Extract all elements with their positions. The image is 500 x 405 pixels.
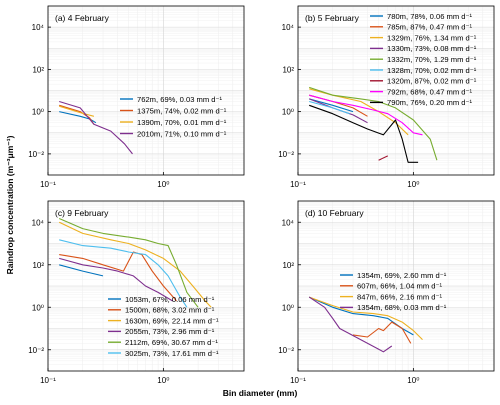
series-group bbox=[309, 86, 438, 163]
legend-label: 1500m, 68%, 3.02 mm d⁻¹ bbox=[125, 306, 215, 315]
series-line bbox=[309, 104, 419, 163]
panel-title: (d) 10 February bbox=[305, 208, 364, 218]
x-tick-label: 10⁻¹ bbox=[40, 376, 56, 385]
series-line bbox=[309, 100, 350, 115]
y-tick-label: 10² bbox=[32, 261, 44, 270]
y-tick-label: 10⁻² bbox=[278, 346, 294, 355]
legend-label: 1053m, 67%, 0.06 mm d⁻¹ bbox=[125, 295, 215, 304]
series-line bbox=[59, 251, 177, 302]
y-axis-label: Raindrop concentration (m⁻³μm⁻¹) bbox=[5, 135, 15, 274]
panel-1: 10⁻¹ 10⁰ 10⁻² 10⁰ 10² 10⁴ (a) 4 February 762m, … bbox=[28, 5, 245, 189]
series-line bbox=[59, 111, 97, 124]
legend: 1354m, 69%, 2.60 mm d⁻¹ 607m, 66%, 1.04 m… bbox=[340, 271, 447, 312]
y-tick-label: 10⁰ bbox=[32, 108, 44, 117]
y-tick-label: 10⁴ bbox=[32, 218, 45, 227]
y-tick-label: 10² bbox=[282, 65, 294, 74]
y-tick-label: 10² bbox=[282, 261, 294, 270]
series-line bbox=[59, 239, 188, 308]
series-line bbox=[309, 94, 423, 136]
legend-label: 1330m, 73%, 0.08 mm d⁻¹ bbox=[387, 44, 477, 53]
panel-4: 10⁻¹ 10⁰ 10⁻² 10⁰ 10² 10⁴ (d) 10 February 1354m… bbox=[278, 200, 495, 385]
y-tick-label: 10⁻² bbox=[278, 150, 294, 159]
legend-label: 607m, 66%, 1.04 mm d⁻¹ bbox=[357, 282, 443, 291]
series-line bbox=[59, 105, 95, 117]
series-line bbox=[308, 296, 393, 353]
series-line bbox=[59, 257, 173, 302]
y-tick-label: 10⁴ bbox=[282, 23, 295, 32]
legend: 762m, 69%, 0.03 mm d⁻¹ 1375m, 74%, 0.02 m… bbox=[120, 95, 227, 138]
x-tick-label: 10⁻¹ bbox=[40, 180, 56, 189]
legend-label: 2112m, 69%, 30.67 mm d⁻¹ bbox=[125, 338, 218, 347]
y-tick-label: 10⁰ bbox=[32, 303, 44, 312]
series-line bbox=[58, 221, 212, 308]
legend-label: 1320m, 87%, 0.02 mm d⁻¹ bbox=[387, 77, 477, 86]
series-line bbox=[59, 264, 104, 277]
series-line bbox=[378, 155, 389, 161]
series-line bbox=[309, 86, 438, 161]
legend-label: 847m, 66%, 2.16 mm d⁻¹ bbox=[357, 292, 443, 301]
y-tick-label: 10² bbox=[32, 65, 44, 74]
panel-title: (b) 5 February bbox=[305, 13, 360, 23]
legend-label: 1354m, 69%, 2.60 mm d⁻¹ bbox=[357, 271, 447, 280]
legend-label: 762m, 69%, 0.03 mm d⁻¹ bbox=[137, 95, 223, 104]
series-line bbox=[58, 217, 199, 308]
y-tick-label: 10⁴ bbox=[32, 23, 45, 32]
x-tick-label: 10⁰ bbox=[157, 376, 169, 385]
series-line bbox=[309, 296, 423, 340]
legend-label: 3025m, 73%, 17.61 mm d⁻¹ bbox=[125, 349, 219, 358]
x-tick-label: 10⁰ bbox=[407, 180, 419, 189]
panel-title: (a) 4 February bbox=[55, 13, 110, 23]
axes-frame bbox=[297, 5, 495, 176]
series-line bbox=[59, 100, 133, 155]
series-group bbox=[59, 100, 133, 155]
series-group bbox=[308, 296, 423, 353]
y-tick-label: 10⁰ bbox=[282, 303, 294, 312]
legend-label: 2010m, 71%, 0.10 mm d⁻¹ bbox=[137, 129, 227, 138]
axes-frame bbox=[297, 200, 495, 372]
legend-label: 1390m, 70%, 0.01 mm d⁻¹ bbox=[137, 118, 227, 127]
legend-label: 1354m, 68%, 0.03 mm d⁻¹ bbox=[357, 303, 447, 312]
x-tick-label: 10⁻¹ bbox=[290, 180, 306, 189]
legend-label: 1328m, 70%, 0.02 mm d⁻¹ bbox=[387, 66, 477, 75]
x-tick-label: 10⁰ bbox=[157, 180, 169, 189]
x-axis-label: Bin diameter (mm) bbox=[223, 388, 298, 398]
legend-label: 1375m, 74%, 0.02 mm d⁻¹ bbox=[137, 106, 227, 115]
legend-label: 785m, 87%, 0.47 mm d⁻¹ bbox=[387, 23, 473, 32]
legend-label: 1630m, 69%, 22.14 mm d⁻¹ bbox=[125, 316, 219, 325]
legend-label: 780m, 78%, 0.06 mm d⁻¹ bbox=[387, 12, 473, 21]
panel-2: 10⁻¹ 10⁰ 10⁻² 10⁰ 10² 10⁴ (b) 5 February 780m, … bbox=[278, 5, 495, 189]
series-line bbox=[352, 321, 412, 344]
panel-title: (c) 9 February bbox=[55, 208, 109, 218]
legend: 1053m, 67%, 0.06 mm d⁻¹ 1500m, 68%, 3.02 … bbox=[108, 295, 219, 358]
y-tick-label: 10⁻² bbox=[28, 150, 44, 159]
y-tick-label: 10⁴ bbox=[282, 218, 295, 227]
legend: 780m, 78%, 0.06 mm d⁻¹ 785m, 87%, 0.47 mm… bbox=[370, 12, 477, 107]
legend-label: 1329m, 76%, 1.34 mm d⁻¹ bbox=[387, 33, 477, 42]
panel-3: 10⁻¹ 10⁰ 10⁻² 10⁰ 10² 10⁴ (c) 9 February 1053m,… bbox=[28, 200, 245, 385]
y-tick-label: 10⁰ bbox=[282, 108, 294, 117]
axes-frame bbox=[47, 200, 245, 372]
x-tick-label: 10⁰ bbox=[407, 376, 419, 385]
y-tick-label: 10⁻² bbox=[28, 346, 44, 355]
legend-label: 1332m, 70%, 1.29 mm d⁻¹ bbox=[387, 55, 477, 64]
axes-frame bbox=[47, 5, 245, 176]
legend-label: 792m, 68%, 0.47 mm d⁻¹ bbox=[387, 87, 473, 96]
series-group bbox=[58, 217, 212, 308]
x-tick-label: 10⁻¹ bbox=[290, 376, 306, 385]
legend-label: 2055m, 73%, 2.96 mm d⁻¹ bbox=[125, 327, 215, 336]
legend-label: 790m, 76%, 0.20 mm d⁻¹ bbox=[387, 98, 473, 107]
series-line bbox=[309, 98, 354, 113]
